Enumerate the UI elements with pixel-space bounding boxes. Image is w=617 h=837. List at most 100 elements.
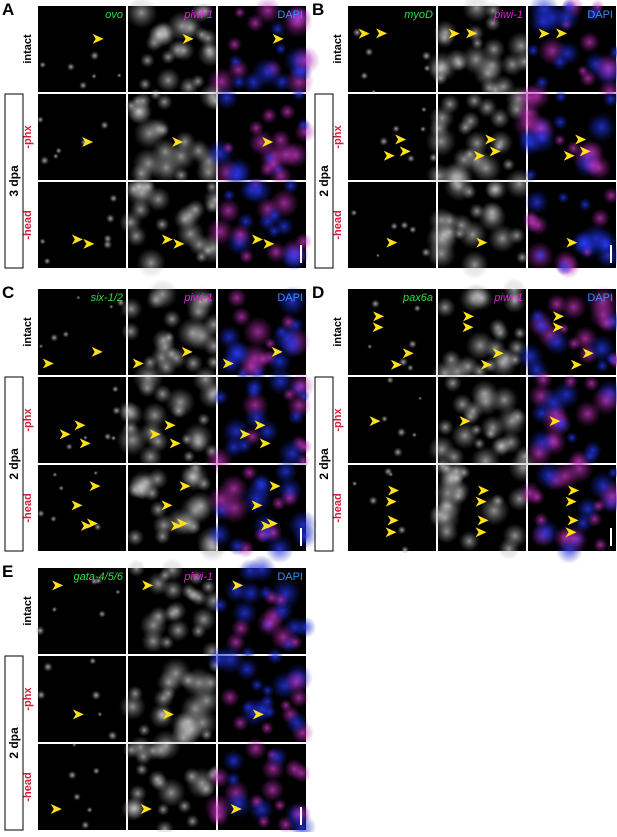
cell <box>284 759 304 779</box>
timepoint-label: 2 dpa <box>317 165 331 197</box>
micrograph <box>426 169 535 279</box>
cell <box>52 607 58 613</box>
cell <box>271 599 294 622</box>
cell <box>544 329 571 356</box>
cell <box>292 87 307 102</box>
cell <box>485 427 498 440</box>
cell <box>118 401 139 422</box>
cell <box>529 308 547 326</box>
micrograph <box>37 94 126 180</box>
micrograph <box>204 737 316 832</box>
cell <box>298 390 310 402</box>
cell <box>254 526 271 543</box>
cell <box>360 72 368 80</box>
cell <box>111 435 117 441</box>
micrograph: piwi-1 <box>426 0 535 99</box>
channel-label: six-1/2 <box>91 292 123 304</box>
cell <box>139 78 152 91</box>
row-label: -head <box>22 772 34 801</box>
cell <box>149 606 169 626</box>
channel-label: DAPI <box>277 292 303 304</box>
cell <box>351 209 358 216</box>
cell <box>293 524 318 549</box>
cell <box>183 768 200 785</box>
channel-label: DAPI <box>587 292 613 304</box>
cell <box>457 466 471 480</box>
channel-label: DAPI <box>277 9 303 21</box>
cell <box>215 644 245 674</box>
cell <box>212 389 229 406</box>
panel-letter: E <box>2 562 13 581</box>
cell <box>128 474 153 499</box>
cell <box>393 447 403 457</box>
micrograph <box>429 452 538 559</box>
cell <box>409 226 417 234</box>
channel-label: piwi-1 <box>183 292 213 304</box>
row-label: -head <box>22 493 34 522</box>
cell <box>151 730 182 761</box>
cell <box>444 171 474 201</box>
cell <box>68 771 77 780</box>
cell <box>106 214 115 223</box>
cell <box>556 537 583 564</box>
cell <box>146 290 166 310</box>
micrograph: piwi-1 <box>120 279 225 378</box>
cell <box>563 373 579 389</box>
cell <box>87 807 93 813</box>
cell <box>53 153 59 159</box>
cell <box>421 107 427 113</box>
cell <box>592 499 606 513</box>
cell <box>554 90 568 104</box>
cell <box>267 368 295 396</box>
cell <box>156 94 173 111</box>
image-background <box>38 465 126 551</box>
cell <box>50 516 57 523</box>
channel-label: pax6a <box>402 292 433 304</box>
micrograph <box>38 377 126 463</box>
cell <box>252 57 283 88</box>
micrograph <box>523 182 617 279</box>
cell <box>539 387 568 416</box>
cell <box>126 528 144 546</box>
cell <box>261 684 275 698</box>
cell <box>155 217 169 231</box>
cell <box>593 537 608 552</box>
cell <box>457 120 473 136</box>
panel-letter: C <box>2 283 14 302</box>
cell <box>104 433 112 441</box>
cell <box>440 211 459 230</box>
cell <box>440 462 454 476</box>
micrograph <box>348 376 436 463</box>
micrograph: myoD <box>348 6 436 94</box>
channel-label: piwi-1 <box>493 292 523 304</box>
cell <box>397 428 407 438</box>
cell <box>43 662 53 672</box>
cell <box>191 74 205 88</box>
cell <box>98 610 106 618</box>
channel-label: myoD <box>404 9 433 21</box>
cell <box>167 619 190 642</box>
cell <box>223 750 245 772</box>
cell <box>552 415 571 434</box>
row-label: intact <box>22 34 34 64</box>
image-background <box>348 377 436 463</box>
cell <box>578 198 592 212</box>
row-label: intact <box>332 317 344 347</box>
cell <box>142 402 168 428</box>
channel-label: DAPI <box>587 9 613 21</box>
cell <box>551 54 568 71</box>
micrograph <box>204 368 314 476</box>
cell <box>81 821 90 830</box>
cell <box>591 209 610 228</box>
cell <box>379 137 388 146</box>
cell <box>275 43 288 56</box>
cell <box>418 396 422 400</box>
micrograph: DAPI <box>516 286 617 382</box>
cell <box>35 626 45 636</box>
cell <box>503 523 528 548</box>
cell <box>149 25 169 45</box>
cell <box>376 254 380 258</box>
cell <box>367 344 372 349</box>
cell <box>129 736 152 759</box>
